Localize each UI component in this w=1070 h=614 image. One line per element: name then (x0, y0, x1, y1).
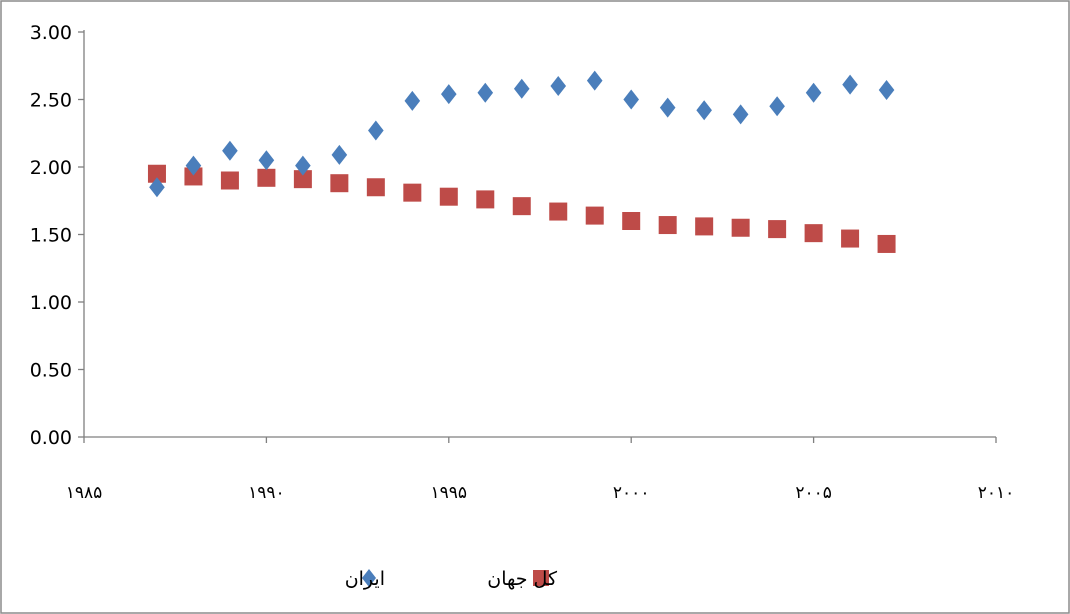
data-point-diamond (586, 70, 603, 91)
data-point-square (257, 168, 276, 187)
data-point-diamond (185, 155, 202, 176)
data-point-square (439, 187, 458, 206)
y-tick-label: 2.50 (30, 90, 72, 112)
data-point-diamond (368, 120, 384, 141)
x-tick-label: ۲۰۰۵ (795, 483, 832, 503)
data-point-diamond (441, 84, 457, 105)
legend-item: کل جهان (487, 568, 558, 590)
y-tick-label: 0.50 (30, 360, 72, 382)
legend: ایران کل جهان (345, 568, 558, 590)
data-point-diamond (769, 96, 785, 117)
data-point-square (220, 171, 239, 190)
data-point-diamond (623, 89, 639, 110)
data-point-diamond (295, 155, 311, 176)
series-iran (149, 70, 895, 198)
y-tick-label: 1.00 (30, 292, 72, 314)
data-point-diamond (878, 80, 895, 101)
data-point-diamond (732, 104, 749, 125)
data-point-square (841, 229, 860, 248)
data-point-square (731, 218, 750, 237)
data-point-diamond (404, 90, 421, 111)
data-point-diamond (258, 150, 275, 171)
y-tick-label: 0.00 (30, 427, 72, 449)
x-tick-label: ۲۰۰۰ (613, 483, 650, 503)
data-marks (147, 70, 896, 253)
data-point-diamond (805, 82, 822, 103)
data-point-square (147, 164, 166, 183)
data-point-diamond (477, 82, 494, 103)
x-tick-label: ۱۹۹۰ (248, 483, 285, 503)
data-point-square (768, 220, 787, 239)
data-point-diamond (222, 140, 238, 161)
data-point-diamond (149, 177, 165, 198)
y-tick-label: 2.00 (30, 157, 72, 179)
data-point-diamond (513, 78, 530, 99)
x-tick-label: ۱۹۸۵ (66, 483, 103, 503)
data-point-square (585, 206, 604, 225)
y-tick-label: 3.00 (30, 22, 72, 44)
series-world (147, 164, 896, 253)
data-point-square (512, 197, 531, 216)
data-point-square (330, 174, 349, 193)
data-point-square (403, 183, 422, 202)
data-point-square (476, 190, 495, 209)
y-tick-label: 1.50 (30, 225, 72, 247)
data-point-diamond (550, 76, 567, 96)
x-tick-label: ۱۹۹۵ (431, 483, 468, 503)
legend-label: کل جهان (487, 568, 558, 590)
data-point-square (366, 178, 385, 197)
x-tick-label: ۲۰۱۰ (978, 483, 1015, 503)
data-point-square (184, 167, 203, 186)
legend-marker-diamond (361, 569, 377, 587)
data-point-diamond (842, 74, 858, 95)
legend-marker-square (533, 570, 549, 586)
data-point-square (293, 170, 312, 189)
axes: 0.00 0.50 1.00 1.50 2.00 2.50 3.00 ۱۹۸۵ ۱۹۹۰ ۱۹۹۵… (30, 22, 1015, 503)
legend-item: ایران (345, 568, 385, 590)
data-point-square (877, 234, 896, 253)
data-point-square (549, 202, 568, 221)
data-point-square (695, 217, 714, 236)
data-point-diamond (331, 144, 348, 165)
data-point-diamond (659, 97, 676, 118)
data-point-diamond (696, 100, 712, 121)
data-point-square (622, 212, 641, 230)
data-point-square (804, 224, 823, 243)
data-point-square (658, 216, 677, 235)
legend-label: ایران (345, 568, 385, 590)
